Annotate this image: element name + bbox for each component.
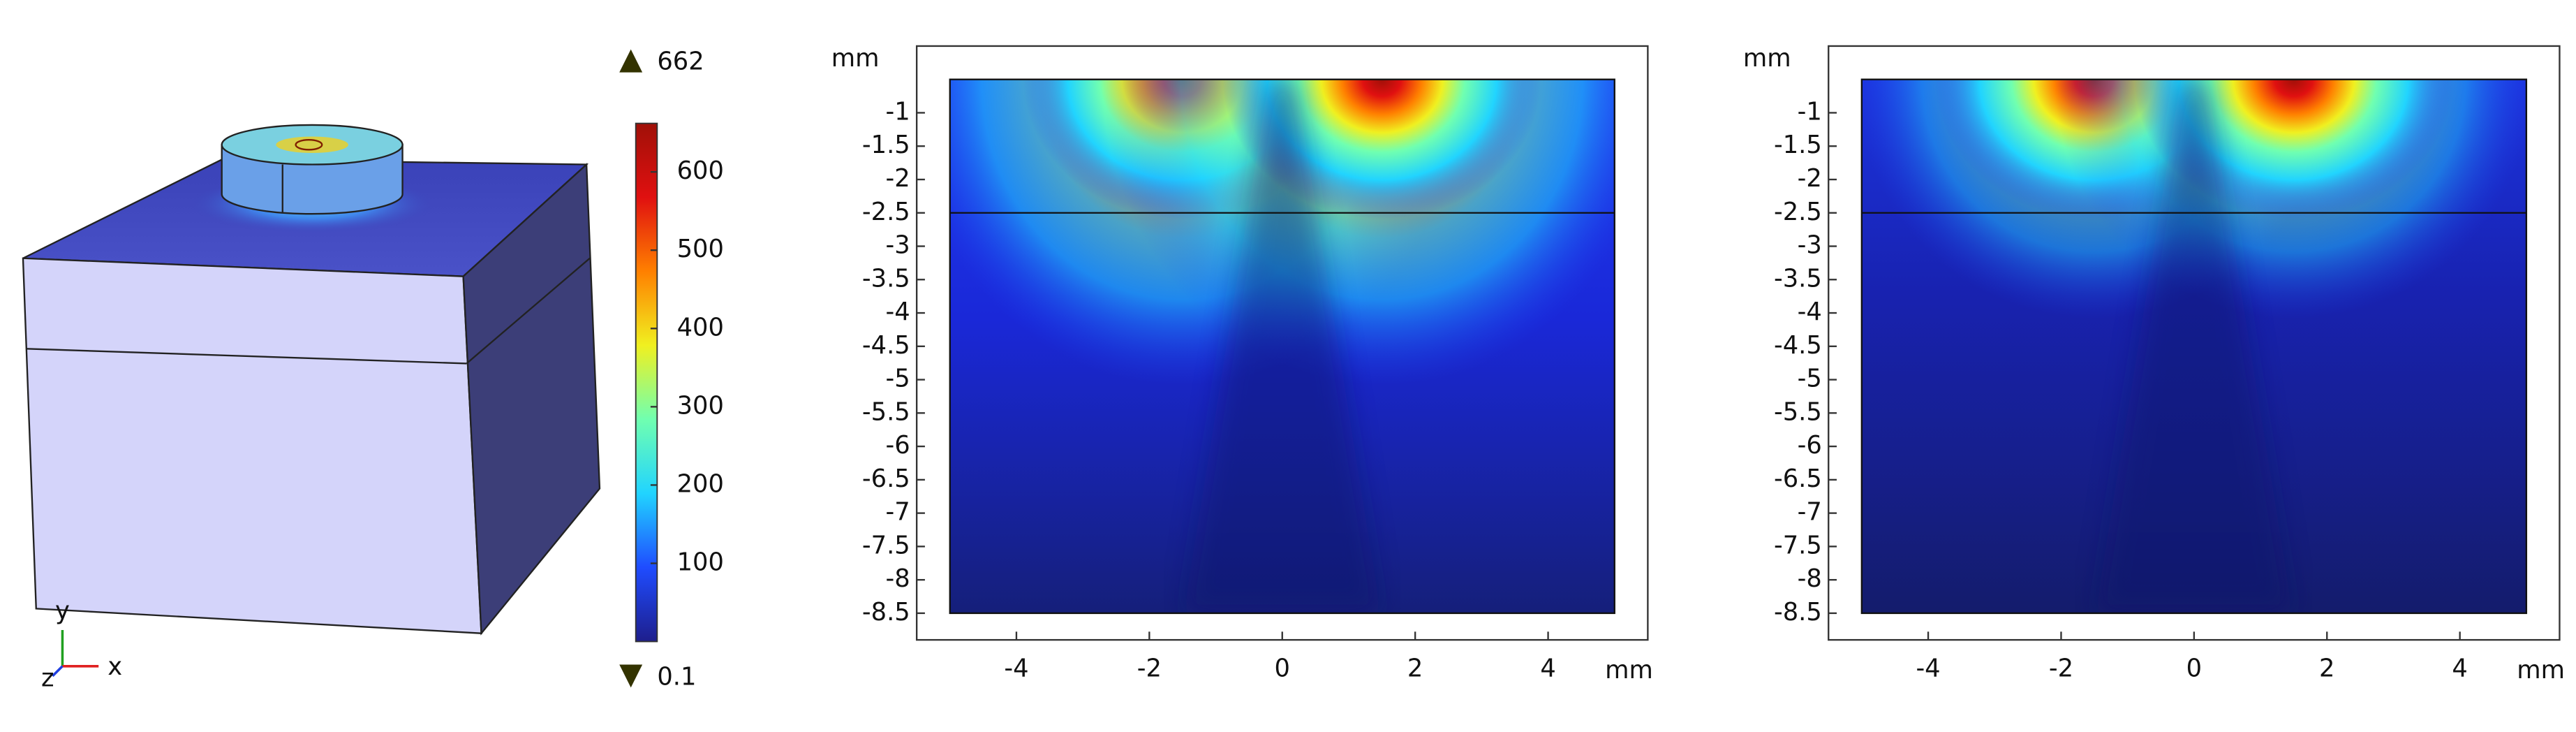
y-tick-label: -4.5 (862, 331, 910, 360)
y-tick-label: -6.5 (862, 464, 910, 493)
y-tick-label: -1 (886, 97, 910, 126)
y-tick-label: -8 (1798, 564, 1822, 593)
y-tick-label: -6 (886, 431, 910, 460)
y-tick-label: -3 (1798, 231, 1822, 260)
y-axis-unit: mm (831, 44, 880, 73)
y-tick-label: -8.5 (1774, 598, 1822, 627)
colorbar-tick-label: 300 (677, 391, 724, 420)
y-tick-label: -5.5 (1774, 397, 1822, 426)
triad-label: x (108, 652, 122, 681)
y-tick-label: -5 (1798, 365, 1822, 393)
y-tick-label: -2 (1798, 164, 1822, 193)
x-tick-label: -2 (1137, 654, 1162, 682)
3d-model (22, 124, 601, 678)
x-tick-label: 2 (2319, 654, 2334, 682)
max-label: 662 (657, 47, 704, 75)
colorbar-tick-label: 200 (677, 469, 724, 498)
box-side (462, 162, 601, 636)
y-tick-label: -4 (886, 298, 910, 326)
colorbar-tick-label: 400 (677, 313, 724, 342)
min-marker (619, 664, 643, 688)
y-tick-label: -7 (1798, 498, 1822, 527)
y-tick-label: -7.5 (1774, 531, 1822, 559)
field-null (2095, 79, 2293, 613)
field-null (1183, 79, 1381, 613)
colorbar-tick-label: 500 (677, 235, 724, 263)
x-tick-label: -4 (1004, 654, 1028, 682)
y-tick-label: -4.5 (1774, 331, 1822, 360)
y-tick-label: -7.5 (862, 531, 910, 559)
y-tick-label: -1 (1798, 97, 1822, 126)
y-tick-label: -3.5 (862, 264, 910, 293)
y-tick-label: -6 (1798, 431, 1822, 460)
x-axis-unit: mm (1605, 656, 1653, 685)
field (1861, 79, 2526, 613)
max-marker (619, 49, 643, 73)
y-tick-label: -4 (1798, 298, 1822, 326)
layer-edge (466, 257, 591, 365)
y-tick-label: -2.5 (862, 198, 910, 226)
colorbar-tick-label: 600 (677, 156, 724, 185)
box-front (22, 257, 482, 634)
electrode (295, 139, 323, 151)
colorbar (635, 122, 658, 643)
triad-z (52, 665, 64, 678)
domain-outline (1860, 78, 2528, 615)
triad-label: y (55, 596, 70, 625)
y-tick-label: -7 (886, 498, 910, 527)
y-tick-label: -5 (886, 365, 910, 393)
y-axis-unit: mm (1743, 44, 1791, 73)
domain-outline (949, 78, 1615, 615)
x-tick-label: 0 (2186, 654, 2202, 682)
y-tick-label: -6.5 (1774, 464, 1822, 493)
x-tick-label: 4 (2452, 654, 2467, 682)
layer-edge (26, 348, 467, 365)
cylinder-hotspot (276, 136, 348, 154)
y-tick-label: -1.5 (1774, 131, 1822, 159)
triad-label: z (41, 664, 54, 693)
y-tick-label: -5.5 (862, 397, 910, 426)
y-tick-label: -1.5 (862, 131, 910, 159)
x-tick-label: 2 (1407, 654, 1423, 682)
y-tick-label: -8.5 (862, 598, 910, 627)
y-tick-label: -2.5 (1774, 198, 1822, 226)
min-label: 0.1 (657, 662, 696, 691)
x-axis-unit: mm (2517, 656, 2565, 685)
x-tick-label: -2 (2049, 654, 2073, 682)
y-tick-label: -2 (886, 164, 910, 193)
x-tick-label: 0 (1275, 654, 1290, 682)
x-tick-label: 4 (1540, 654, 1555, 682)
y-tick-label: -3 (886, 231, 910, 260)
x-tick-label: -4 (1916, 654, 1940, 682)
y-tick-label: -8 (886, 564, 910, 593)
field (949, 79, 1615, 613)
y-tick-label: -3.5 (1774, 264, 1822, 293)
colorbar-tick-label: 100 (677, 548, 724, 576)
